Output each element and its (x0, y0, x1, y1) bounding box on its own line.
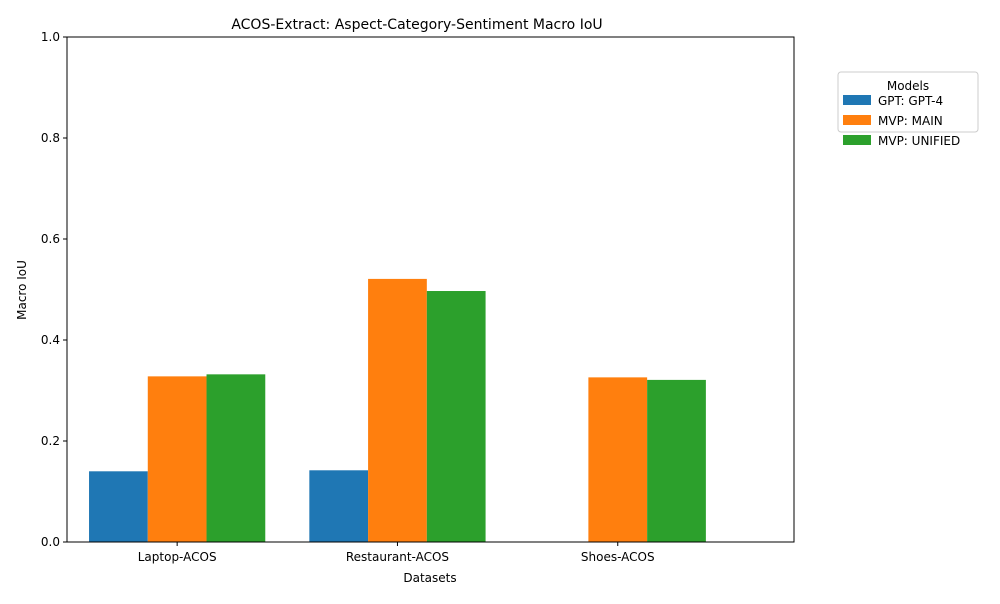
legend-label: MVP: UNIFIED (878, 134, 960, 148)
legend-label: MVP: MAIN (878, 114, 943, 128)
y-tick-label: 0.2 (41, 434, 60, 448)
legend-swatch (843, 95, 871, 105)
x-tick-label: Shoes-ACOS (581, 550, 655, 564)
bar-gpt-gpt-4-laptop-acos (89, 471, 148, 542)
y-tick-label: 0.6 (41, 232, 60, 246)
bar-gpt-gpt-4-restaurant-acos (309, 470, 369, 542)
plot-frame (66, 36, 795, 543)
y-axis-label: Macro IoU (15, 260, 29, 320)
bars-group (89, 278, 706, 542)
y-axis: 0.0 0.2 0.4 0.6 0.8 1.0 (41, 30, 67, 549)
bar-mvp-main-shoes-acos (588, 377, 648, 542)
legend-title: Models (887, 79, 929, 93)
legend-box (837, 71, 979, 133)
legend-swatch (843, 135, 871, 145)
y-tick-label: 0.4 (41, 333, 60, 347)
x-axis: Laptop-ACOS Restaurant-ACOS Shoes-ACOS (138, 542, 655, 564)
bar-mvp-main-laptop-acos (147, 376, 207, 542)
x-tick-label: Laptop-ACOS (138, 550, 217, 564)
y-tick-label: 1.0 (41, 30, 60, 44)
y-tick-label: 0.8 (41, 131, 60, 145)
legend-label: GPT: GPT-4 (878, 94, 943, 108)
y-tick-label: 0.0 (41, 535, 60, 549)
legend: Models GPT: GPT-4 MVP: MAIN MVP: UNIFIED (837, 71, 979, 148)
legend-items: GPT: GPT-4 MVP: MAIN MVP: UNIFIED (843, 94, 960, 148)
x-axis-label: Datasets (403, 571, 456, 585)
bar-mvp-unified-laptop-acos (206, 374, 266, 542)
bar-mvp-main-restaurant-acos (368, 278, 427, 542)
bar-mvp-unified-restaurant-acos (426, 291, 486, 542)
bar-mvp-unified-shoes-acos (647, 379, 706, 542)
x-tick-label: Restaurant-ACOS (346, 550, 449, 564)
chart-title: ACOS-Extract: Aspect-Category-Sentiment … (231, 17, 602, 33)
legend-swatch (843, 115, 871, 125)
